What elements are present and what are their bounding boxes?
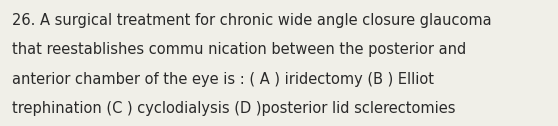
Text: anterior chamber of the eye is : ( A ) iridectomy (B ) Elliot: anterior chamber of the eye is : ( A ) i…	[12, 72, 434, 87]
Text: that reestablishes commu nication between the posterior and: that reestablishes commu nication betwee…	[12, 42, 466, 57]
Text: 26. A surgical treatment for chronic wide angle closure glaucoma: 26. A surgical treatment for chronic wid…	[12, 13, 492, 28]
Text: trephination (C ) cyclodialysis (D )posterior lid sclerectomies: trephination (C ) cyclodialysis (D )post…	[12, 101, 456, 116]
